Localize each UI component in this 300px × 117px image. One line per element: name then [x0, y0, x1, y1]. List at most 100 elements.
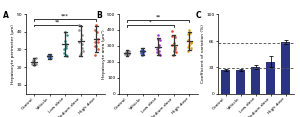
- Point: [157, 53, 162, 55]
- Text: C: C: [196, 11, 202, 20]
- Point: [188, 41, 193, 43]
- Point: [80, 43, 84, 45]
- Point: [138, 50, 143, 52]
- Text: B: B: [96, 11, 102, 20]
- Point: [33, 63, 38, 64]
- Point: [79, 52, 84, 54]
- Point: [94, 31, 99, 33]
- Point: [169, 44, 174, 46]
- Point: [171, 55, 176, 56]
- Point: [46, 57, 51, 59]
- Point: [78, 54, 83, 56]
- Point: [186, 39, 191, 41]
- Point: [30, 61, 35, 63]
- Point: [123, 53, 128, 55]
- Point: [157, 46, 162, 48]
- Point: [32, 64, 37, 66]
- Point: [172, 46, 177, 48]
- Point: [79, 38, 84, 40]
- Point: [31, 61, 36, 63]
- Point: [186, 29, 191, 31]
- Bar: [221, 70, 230, 94]
- Bar: [251, 67, 260, 94]
- Point: [185, 50, 190, 52]
- Point: [173, 51, 178, 53]
- Y-axis label: Hepatocyte perimeter (μm): Hepatocyte perimeter (μm): [11, 24, 15, 84]
- Point: [64, 56, 69, 57]
- Point: [95, 38, 100, 40]
- Point: [93, 41, 98, 43]
- Point: [140, 51, 145, 53]
- Point: [46, 56, 51, 57]
- Point: [155, 51, 160, 53]
- Point: [46, 56, 51, 57]
- Point: [126, 53, 131, 54]
- Point: [77, 29, 82, 31]
- Point: [124, 52, 129, 54]
- Point: [172, 42, 177, 44]
- Point: [157, 39, 162, 41]
- Text: *: *: [149, 20, 152, 25]
- Point: [92, 45, 97, 47]
- Point: [187, 33, 192, 34]
- Point: [124, 52, 129, 54]
- Point: [172, 48, 177, 50]
- Point: [47, 54, 52, 56]
- Point: [63, 40, 68, 42]
- Point: [123, 52, 128, 53]
- Point: [79, 47, 84, 49]
- Point: [92, 29, 97, 31]
- Point: [64, 54, 69, 56]
- Point: [64, 45, 69, 47]
- Point: [142, 50, 147, 52]
- Point: [76, 41, 81, 43]
- Y-axis label: Coefficient of variation (%): Coefficient of variation (%): [201, 24, 205, 83]
- Point: [49, 57, 54, 59]
- Point: [170, 35, 175, 37]
- Point: [45, 56, 50, 57]
- Point: [62, 52, 67, 54]
- Point: [48, 54, 53, 56]
- Point: [124, 51, 128, 53]
- Point: [63, 31, 68, 33]
- Point: [61, 48, 66, 50]
- Point: [77, 24, 82, 26]
- Point: [141, 51, 146, 52]
- Point: [126, 50, 131, 52]
- Point: [125, 51, 130, 53]
- Point: [172, 51, 177, 52]
- Point: [80, 34, 85, 36]
- Point: [95, 41, 100, 43]
- Point: [189, 47, 194, 49]
- Bar: [266, 62, 275, 94]
- Point: [185, 33, 190, 35]
- Y-axis label: Hepatocyte area (μm²): Hepatocyte area (μm²): [101, 29, 106, 79]
- Point: [140, 53, 145, 54]
- Point: [173, 36, 178, 38]
- Point: [32, 59, 37, 61]
- Point: [47, 57, 52, 59]
- Point: [93, 24, 98, 26]
- Point: [140, 48, 145, 50]
- Text: A: A: [3, 11, 9, 20]
- Point: [187, 44, 192, 46]
- Point: [32, 61, 36, 63]
- Point: [139, 54, 144, 56]
- Point: [96, 48, 101, 50]
- Point: [94, 45, 99, 47]
- Point: [80, 50, 85, 52]
- Point: [125, 53, 130, 55]
- Point: [170, 30, 175, 32]
- Point: [46, 56, 50, 57]
- Point: [139, 51, 144, 53]
- Point: [157, 50, 162, 52]
- Point: [125, 55, 130, 56]
- Point: [156, 39, 161, 40]
- Point: [64, 43, 69, 45]
- Point: [157, 44, 162, 46]
- Point: [157, 55, 162, 56]
- Point: [64, 34, 69, 36]
- Point: [31, 59, 35, 61]
- Point: [156, 34, 161, 36]
- Bar: [281, 42, 290, 94]
